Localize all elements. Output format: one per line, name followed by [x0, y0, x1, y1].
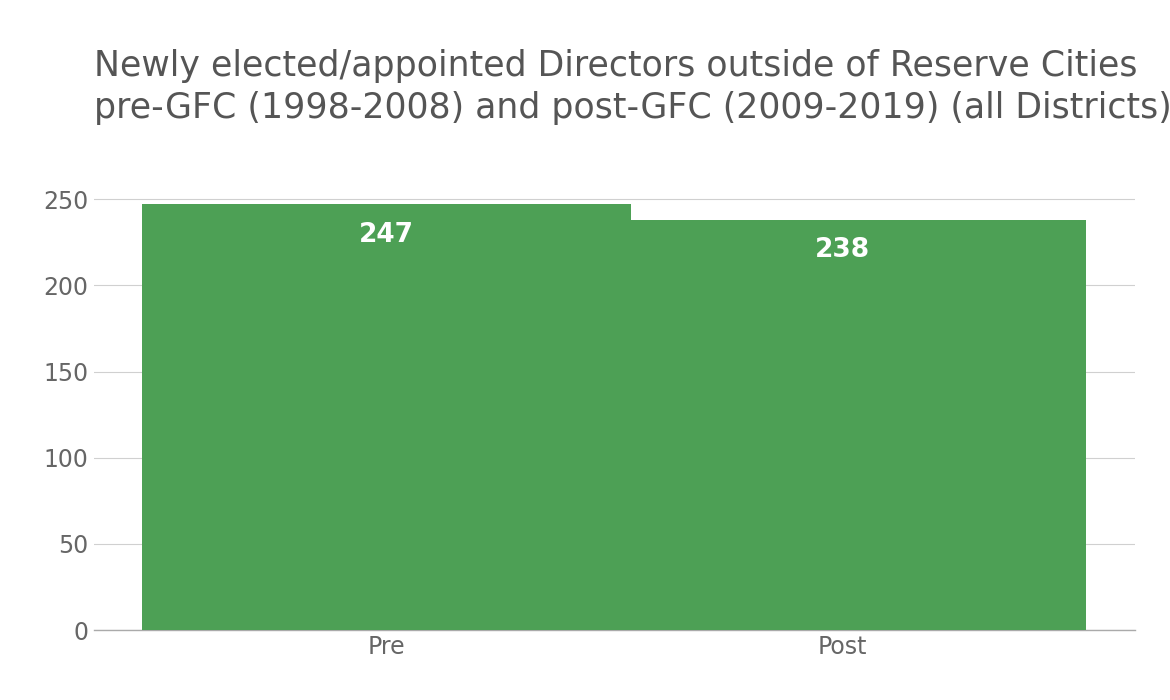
Text: 247: 247: [359, 222, 414, 248]
Text: 238: 238: [814, 237, 869, 263]
Bar: [143, 204, 631, 630]
Bar: [598, 220, 1086, 630]
Text: Newly elected/appointed Directors outside of Reserve Cities
pre-GFC (1998-2008) : Newly elected/appointed Directors outsid…: [94, 49, 1170, 125]
